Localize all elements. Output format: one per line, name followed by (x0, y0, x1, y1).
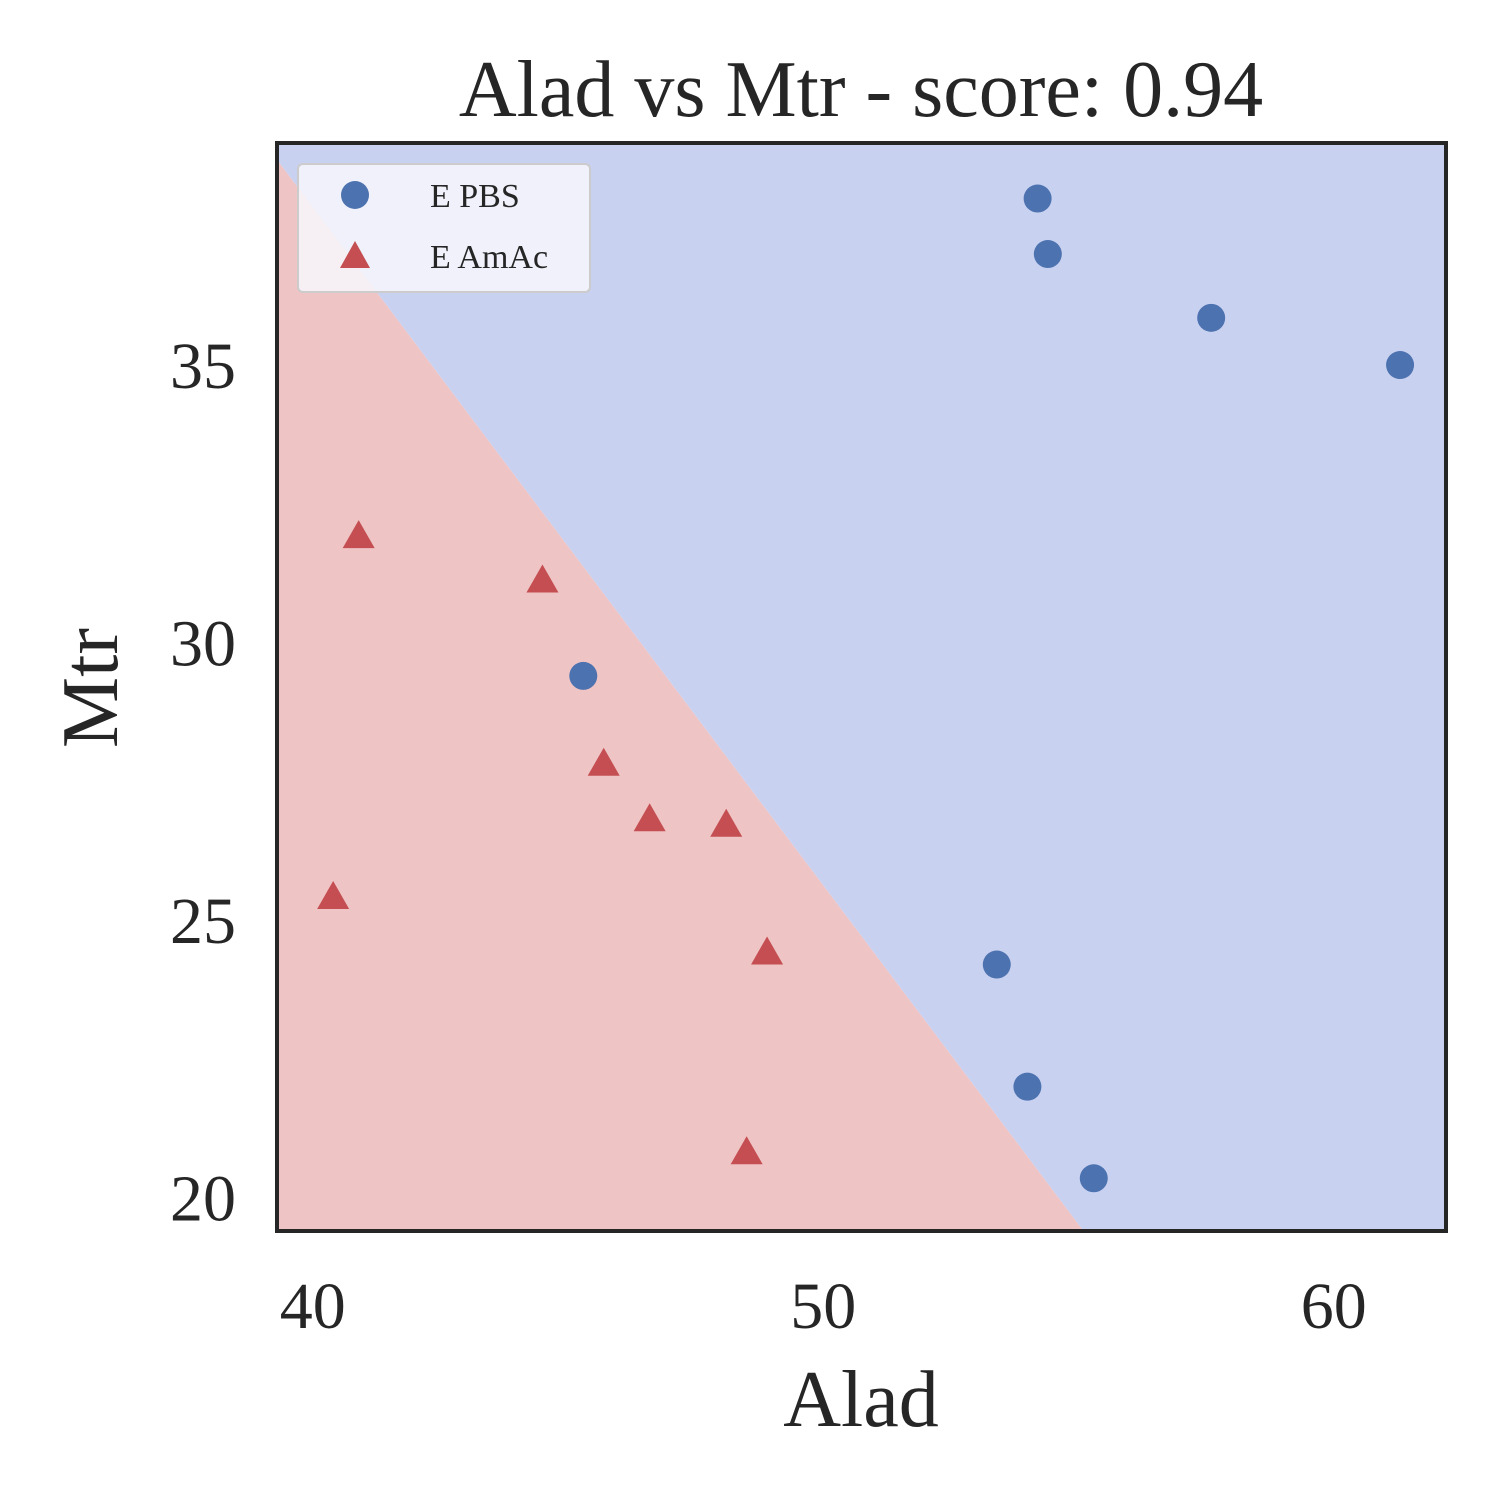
data-point-e-amac-7 (730, 1136, 763, 1165)
data-point-e-amac-6 (317, 880, 350, 909)
data-point-e-amac-0 (342, 520, 375, 549)
data-point-e-pbs-1 (1033, 240, 1062, 269)
data-point-e-pbs-0 (1023, 184, 1052, 213)
data-point-e-pbs-2 (1197, 303, 1226, 332)
legend-marker-e-amac (340, 241, 370, 268)
y-axis-ticks: 20 25 30 35 (170, 330, 236, 1236)
data-point-e-amac-4 (710, 808, 743, 837)
decision-region-e-pbs (277, 143, 1446, 1231)
data-point-e-pbs-7 (1079, 1164, 1108, 1193)
x-tick-label-60: 60 (1301, 1270, 1367, 1343)
y-tick-label-25: 25 (170, 885, 236, 958)
legend-label-e-pbs: E PBS (430, 178, 520, 215)
x-tick-label-50: 50 (790, 1270, 856, 1343)
data-point-e-pbs-6 (1013, 1072, 1042, 1101)
data-point-e-amac-2 (587, 747, 620, 776)
y-axis-label: Mtr (47, 628, 135, 748)
x-tick-label-40: 40 (280, 1270, 346, 1343)
x-axis-label: Alad (783, 1356, 939, 1444)
y-tick-label-20: 20 (170, 1163, 236, 1236)
y-tick-label-30: 30 (170, 608, 236, 681)
legend: E PBS E AmAc (297, 163, 591, 293)
data-point-e-amac-5 (751, 936, 784, 965)
x-axis-ticks: 40 50 60 (280, 1270, 1367, 1343)
data-point-e-pbs-5 (982, 950, 1011, 979)
data-points (317, 184, 1415, 1193)
data-point-e-pbs-4 (569, 661, 598, 690)
data-point-e-pbs-3 (1386, 351, 1415, 380)
chart-title: Alad vs Mtr - score: 0.94 (459, 46, 1263, 134)
y-tick-label-35: 35 (170, 330, 236, 403)
legend-box (297, 163, 591, 293)
data-point-e-amac-3 (633, 803, 666, 832)
plot-area (275, 141, 1448, 1233)
legend-marker-e-pbs (341, 181, 369, 209)
legend-label-e-amac: E AmAc (430, 239, 548, 276)
data-point-e-amac-1 (526, 564, 559, 593)
plot-frame (275, 141, 1448, 1233)
